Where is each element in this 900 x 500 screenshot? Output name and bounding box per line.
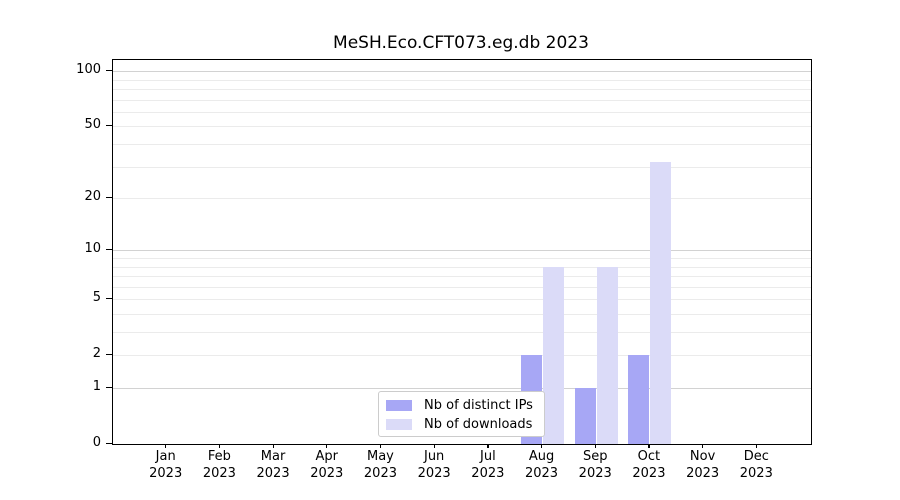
gridline-minor: [113, 144, 811, 145]
x-axis-tick-label: Jul 2023: [453, 448, 523, 482]
y-axis-tick: [106, 69, 112, 71]
legend-row-downloads: Nb of downloads: [379, 415, 544, 434]
x-axis-tick-label: Jun 2023: [399, 448, 469, 482]
gridline-minor: [113, 299, 811, 301]
x-tick-year: 2023: [578, 466, 612, 481]
x-tick-year: 2023: [471, 466, 505, 481]
y-axis-tick-label: 20: [84, 189, 101, 205]
x-tick-month: Nov: [689, 449, 716, 464]
x-tick-month: Sep: [582, 449, 608, 464]
x-axis-tick-label: May 2023: [345, 448, 415, 482]
legend-label-downloads: Nb of downloads: [424, 417, 533, 432]
x-axis-tick: [218, 444, 221, 449]
x-axis-tick-label: Aug 2023: [507, 448, 577, 482]
bar-downloads: [543, 266, 565, 444]
gridline-minor: [113, 79, 811, 81]
x-axis-tick-label: Dec 2023: [721, 448, 791, 482]
x-tick-year: 2023: [417, 466, 451, 481]
x-axis-tick: [433, 444, 435, 449]
gridline-minor: [113, 166, 811, 168]
y-axis-tick-label: 100: [76, 62, 101, 78]
bar-downloads: [650, 161, 672, 444]
x-axis-tick: [272, 444, 274, 449]
legend: Nb of distinct IPs Nb of downloads: [378, 391, 545, 437]
y-axis-tick: [106, 124, 112, 127]
gridline-minor: [113, 313, 811, 315]
y-axis-tick-label: 0: [92, 435, 101, 450]
x-axis-tick: [702, 444, 704, 449]
x-tick-month: Jul: [480, 449, 496, 464]
y-axis-tick: [106, 196, 112, 198]
y-axis-tick: [106, 353, 112, 355]
x-axis-tick-label: Feb 2023: [184, 448, 254, 482]
x-axis-tick-label: Nov 2023: [668, 448, 738, 482]
x-tick-year: 2023: [632, 466, 666, 481]
x-tick-month: Dec: [743, 449, 769, 464]
gridline-minor: [113, 332, 811, 333]
gridline-minor: [113, 111, 811, 113]
bar-distinct-ips: [574, 388, 596, 444]
y-axis-tick-label: 1: [92, 379, 101, 394]
y-axis-tick: [106, 442, 112, 444]
gridline-minor: [113, 276, 811, 278]
x-tick-month: Jan: [155, 449, 176, 464]
gridline-minor: [113, 266, 811, 268]
x-tick-year: 2023: [363, 466, 397, 481]
gridline-minor: [113, 286, 811, 288]
gridline-major: [113, 250, 811, 252]
gridline-minor: [113, 257, 811, 259]
x-axis-tick: [541, 444, 543, 449]
x-axis-tick: [165, 444, 167, 449]
x-tick-month: Oct: [637, 449, 661, 464]
x-axis-tick: [487, 444, 489, 449]
x-axis-tick: [379, 444, 382, 449]
y-axis-tick-label: 5: [92, 290, 101, 306]
x-tick-month: Aug: [528, 449, 555, 464]
legend-swatch-downloads-icon: [386, 419, 412, 430]
legend-label-distinct-ips: Nb of distinct IPs: [424, 398, 533, 413]
x-axis-tick-label: Apr 2023: [292, 448, 362, 482]
x-tick-year: 2023: [149, 466, 183, 481]
y-axis-tick-label: 50: [84, 117, 101, 133]
x-tick-month: Apr: [315, 449, 339, 464]
x-tick-month: Feb: [207, 449, 231, 464]
x-tick-year: 2023: [202, 466, 236, 481]
x-tick-month: May: [367, 449, 394, 464]
bar-downloads: [596, 266, 618, 444]
x-tick-year: 2023: [739, 466, 773, 481]
x-axis-tick-label: Mar 2023: [238, 448, 308, 482]
x-tick-month: Mar: [260, 449, 286, 464]
y-axis-tick-label: 2: [92, 346, 101, 362]
x-tick-year: 2023: [524, 466, 559, 481]
x-axis-tick: [594, 444, 596, 449]
y-axis-tick: [106, 386, 112, 388]
x-axis-tick-label: Oct 2023: [614, 448, 684, 482]
x-axis-tick-label: Sep 2023: [560, 448, 630, 482]
y-axis-tick-label: 10: [84, 241, 101, 257]
gridline-minor: [113, 99, 811, 101]
x-tick-year: 2023: [256, 466, 290, 481]
gridline-major: [113, 388, 811, 389]
gridline-minor: [113, 355, 811, 357]
x-tick-year: 2023: [310, 466, 344, 481]
y-axis-tick: [106, 248, 112, 250]
chart-title: MeSH.Eco.CFT073.eg.db 2023: [333, 33, 589, 53]
x-tick-month: Jun: [423, 449, 445, 464]
gridline-minor: [113, 89, 811, 90]
legend-swatch-distinct-ips-icon: [386, 400, 412, 411]
plot-area: [112, 59, 812, 445]
gridline-minor: [113, 198, 811, 200]
y-axis-tick: [106, 297, 112, 299]
x-axis-tick-label: Jan 2023: [131, 448, 201, 482]
x-axis-tick: [326, 444, 328, 449]
gridline-major: [113, 71, 811, 73]
gridline-minor: [113, 126, 811, 128]
x-axis-tick: [755, 444, 757, 449]
legend-row-distinct-ips: Nb of distinct IPs: [379, 396, 544, 415]
bar-distinct-ips: [628, 355, 650, 444]
x-axis-tick: [648, 444, 650, 449]
x-tick-year: 2023: [686, 466, 720, 481]
